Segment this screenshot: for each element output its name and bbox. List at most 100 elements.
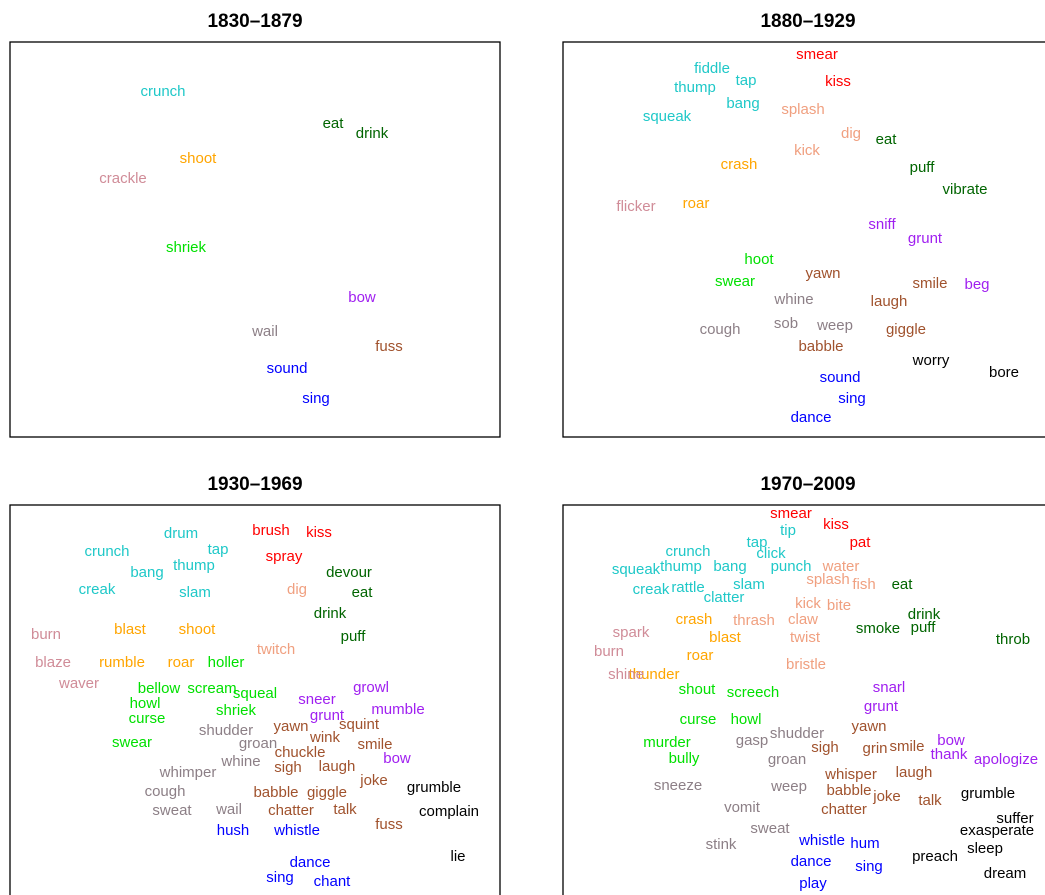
word-point: tap [747,534,768,551]
panel-title: 1830–1879 [207,11,302,32]
word-point: chuckle [275,744,326,761]
word-point: crash [721,156,758,173]
word-point: blaze [35,654,71,671]
word-point: sing [266,869,294,886]
word-point: thunder [629,666,680,683]
word-point: bow [937,732,965,749]
word-point: sing [302,390,330,407]
word-point: fish [852,576,875,593]
word-point: shoot [180,150,218,167]
word-point: pat [850,534,872,551]
word-point: sweat [152,802,192,819]
word-point: thump [674,79,716,96]
word-point: bow [383,750,411,767]
word-point: bristle [786,656,826,673]
word-point: bellow [138,680,181,697]
word-point: exasperate [960,822,1034,839]
word-point: roar [687,647,714,664]
word-point: lie [450,848,465,865]
word-point: crunch [140,83,185,100]
word-point: worry [912,352,950,369]
word-point: clatter [704,589,745,606]
word-point: puff [910,159,936,176]
panel-title: 1930–1969 [207,474,302,495]
word-point: complain [419,803,479,820]
word-point: shout [679,681,717,698]
word-point: sob [774,315,798,332]
word-point: play [799,875,827,892]
word-point: laugh [871,293,908,310]
word-point: eat [352,584,374,601]
word-point: dig [841,125,861,142]
word-point: shudder [770,725,824,742]
word-point: grumble [961,785,1015,802]
word-point: water [822,558,860,575]
word-point: squint [339,716,380,733]
word-point: devour [326,564,372,581]
word-point: sing [855,858,883,875]
word-point: dream [984,865,1027,882]
word-point: sound [267,360,308,377]
word-point: grunt [864,698,899,715]
word-point: vomit [724,799,761,816]
word-point: kiss [825,73,851,90]
word-point: fiddle [694,60,730,77]
word-point: tap [736,72,757,89]
word-point: squeak [643,108,692,125]
word-point: smear [770,505,812,522]
word-point: grunt [310,707,345,724]
word-point: splash [806,571,849,588]
word-point: curse [129,710,166,727]
word-point: shriek [216,702,257,719]
word-point: groan [768,751,806,768]
word-point: cough [145,783,186,800]
word-point: sigh [274,759,302,776]
word-point: dance [791,409,832,426]
word-point: weep [816,317,853,334]
word-point: spark [613,624,650,641]
word-point: squeal [233,685,277,702]
word-point: roar [168,654,195,671]
word-point: shine [608,666,644,683]
word-point: punch [771,558,812,575]
word-point: tip [780,522,796,539]
word-point: rattle [671,579,704,596]
word-point: sound [820,369,861,386]
word-point: crunch [84,543,129,560]
word-point: bang [713,558,746,575]
word-point: burn [594,643,624,660]
word-point: shoot [179,621,217,638]
word-point: shudder [199,722,253,739]
word-point: yawn [805,265,840,282]
word-point: suffer [996,810,1033,827]
word-point: kiss [823,516,849,533]
word-point: bang [130,564,163,581]
word-point: groan [239,735,277,752]
word-point: blast [114,621,147,638]
word-point: twist [790,629,821,646]
word-point: laugh [319,758,356,775]
word-point: twitch [257,641,295,658]
word-point: chatter [821,801,867,818]
word-point: wail [215,801,242,818]
word-point: sing [838,390,866,407]
panel-title: 1970–2009 [760,474,855,495]
word-point: sleep [967,840,1003,857]
word-point: whisper [824,766,877,783]
word-point: vibrate [942,181,987,198]
word-point: squeak [612,561,661,578]
word-point: stink [706,836,737,853]
word-point: chant [314,873,352,890]
word-point: whistle [273,822,320,839]
word-point: growl [353,679,389,696]
word-point: drum [164,525,198,542]
word-point: crash [676,611,713,628]
word-point: curse [680,711,717,728]
word-point: hum [850,835,879,852]
word-point: hush [217,822,250,839]
word-point: smile [889,738,924,755]
word-point: rumble [99,654,145,671]
word-point: smear [796,46,838,63]
word-point: creak [79,581,116,598]
